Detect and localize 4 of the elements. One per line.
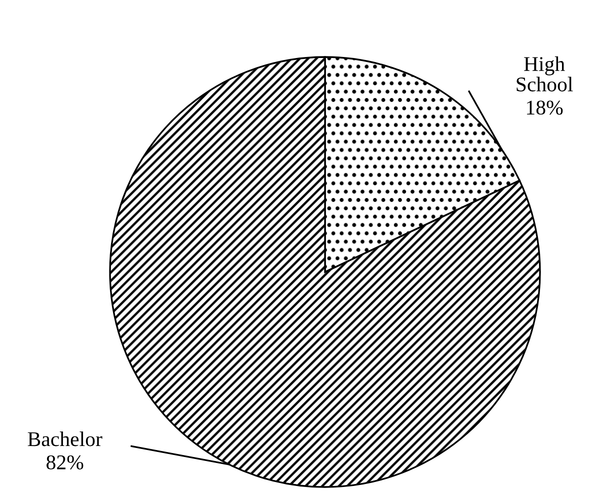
data-label: 18% (527, 100, 563, 115)
slice-label: Bachelor (28, 432, 102, 446)
slice-label: High School (516, 56, 573, 92)
data-label: 82% (46, 455, 84, 470)
